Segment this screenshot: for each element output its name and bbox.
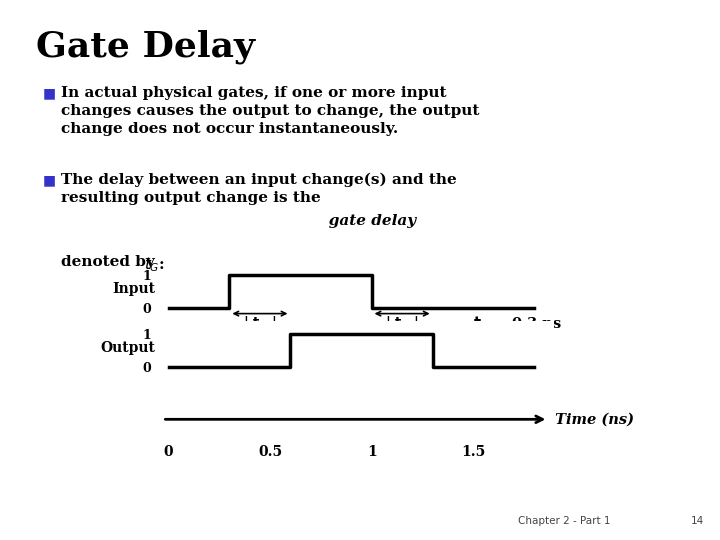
Text: denoted by: denoted by <box>61 255 160 269</box>
Text: gate delay: gate delay <box>61 214 416 228</box>
Text: Input: Input <box>112 282 155 296</box>
Text: | $\mathbf{t_G}$ |: | $\mathbf{t_G}$ | <box>243 314 276 331</box>
Text: The delay between an input change(s) and the
resulting output change is the: The delay between an input change(s) and… <box>61 173 457 205</box>
Text: $\mathbf{t_G}$ = 0.3 ns: $\mathbf{t_G}$ = 0.3 ns <box>473 314 562 333</box>
Text: ■: ■ <box>43 173 56 187</box>
Text: Chapter 2 - Part 1: Chapter 2 - Part 1 <box>518 516 611 526</box>
Text: $\mathit{t}_G$:: $\mathit{t}_G$: <box>144 255 165 274</box>
Text: Gate Delay: Gate Delay <box>36 30 255 64</box>
Text: Time (ns): Time (ns) <box>550 413 634 426</box>
Text: | $\mathbf{t_G}$ |: | $\mathbf{t_G}$ | <box>385 314 419 331</box>
Text: Output: Output <box>100 341 155 355</box>
Text: In actual physical gates, if one or more input
changes causes the output to chan: In actual physical gates, if one or more… <box>61 86 480 136</box>
Text: 14: 14 <box>691 516 704 526</box>
Text: ■: ■ <box>43 86 56 100</box>
